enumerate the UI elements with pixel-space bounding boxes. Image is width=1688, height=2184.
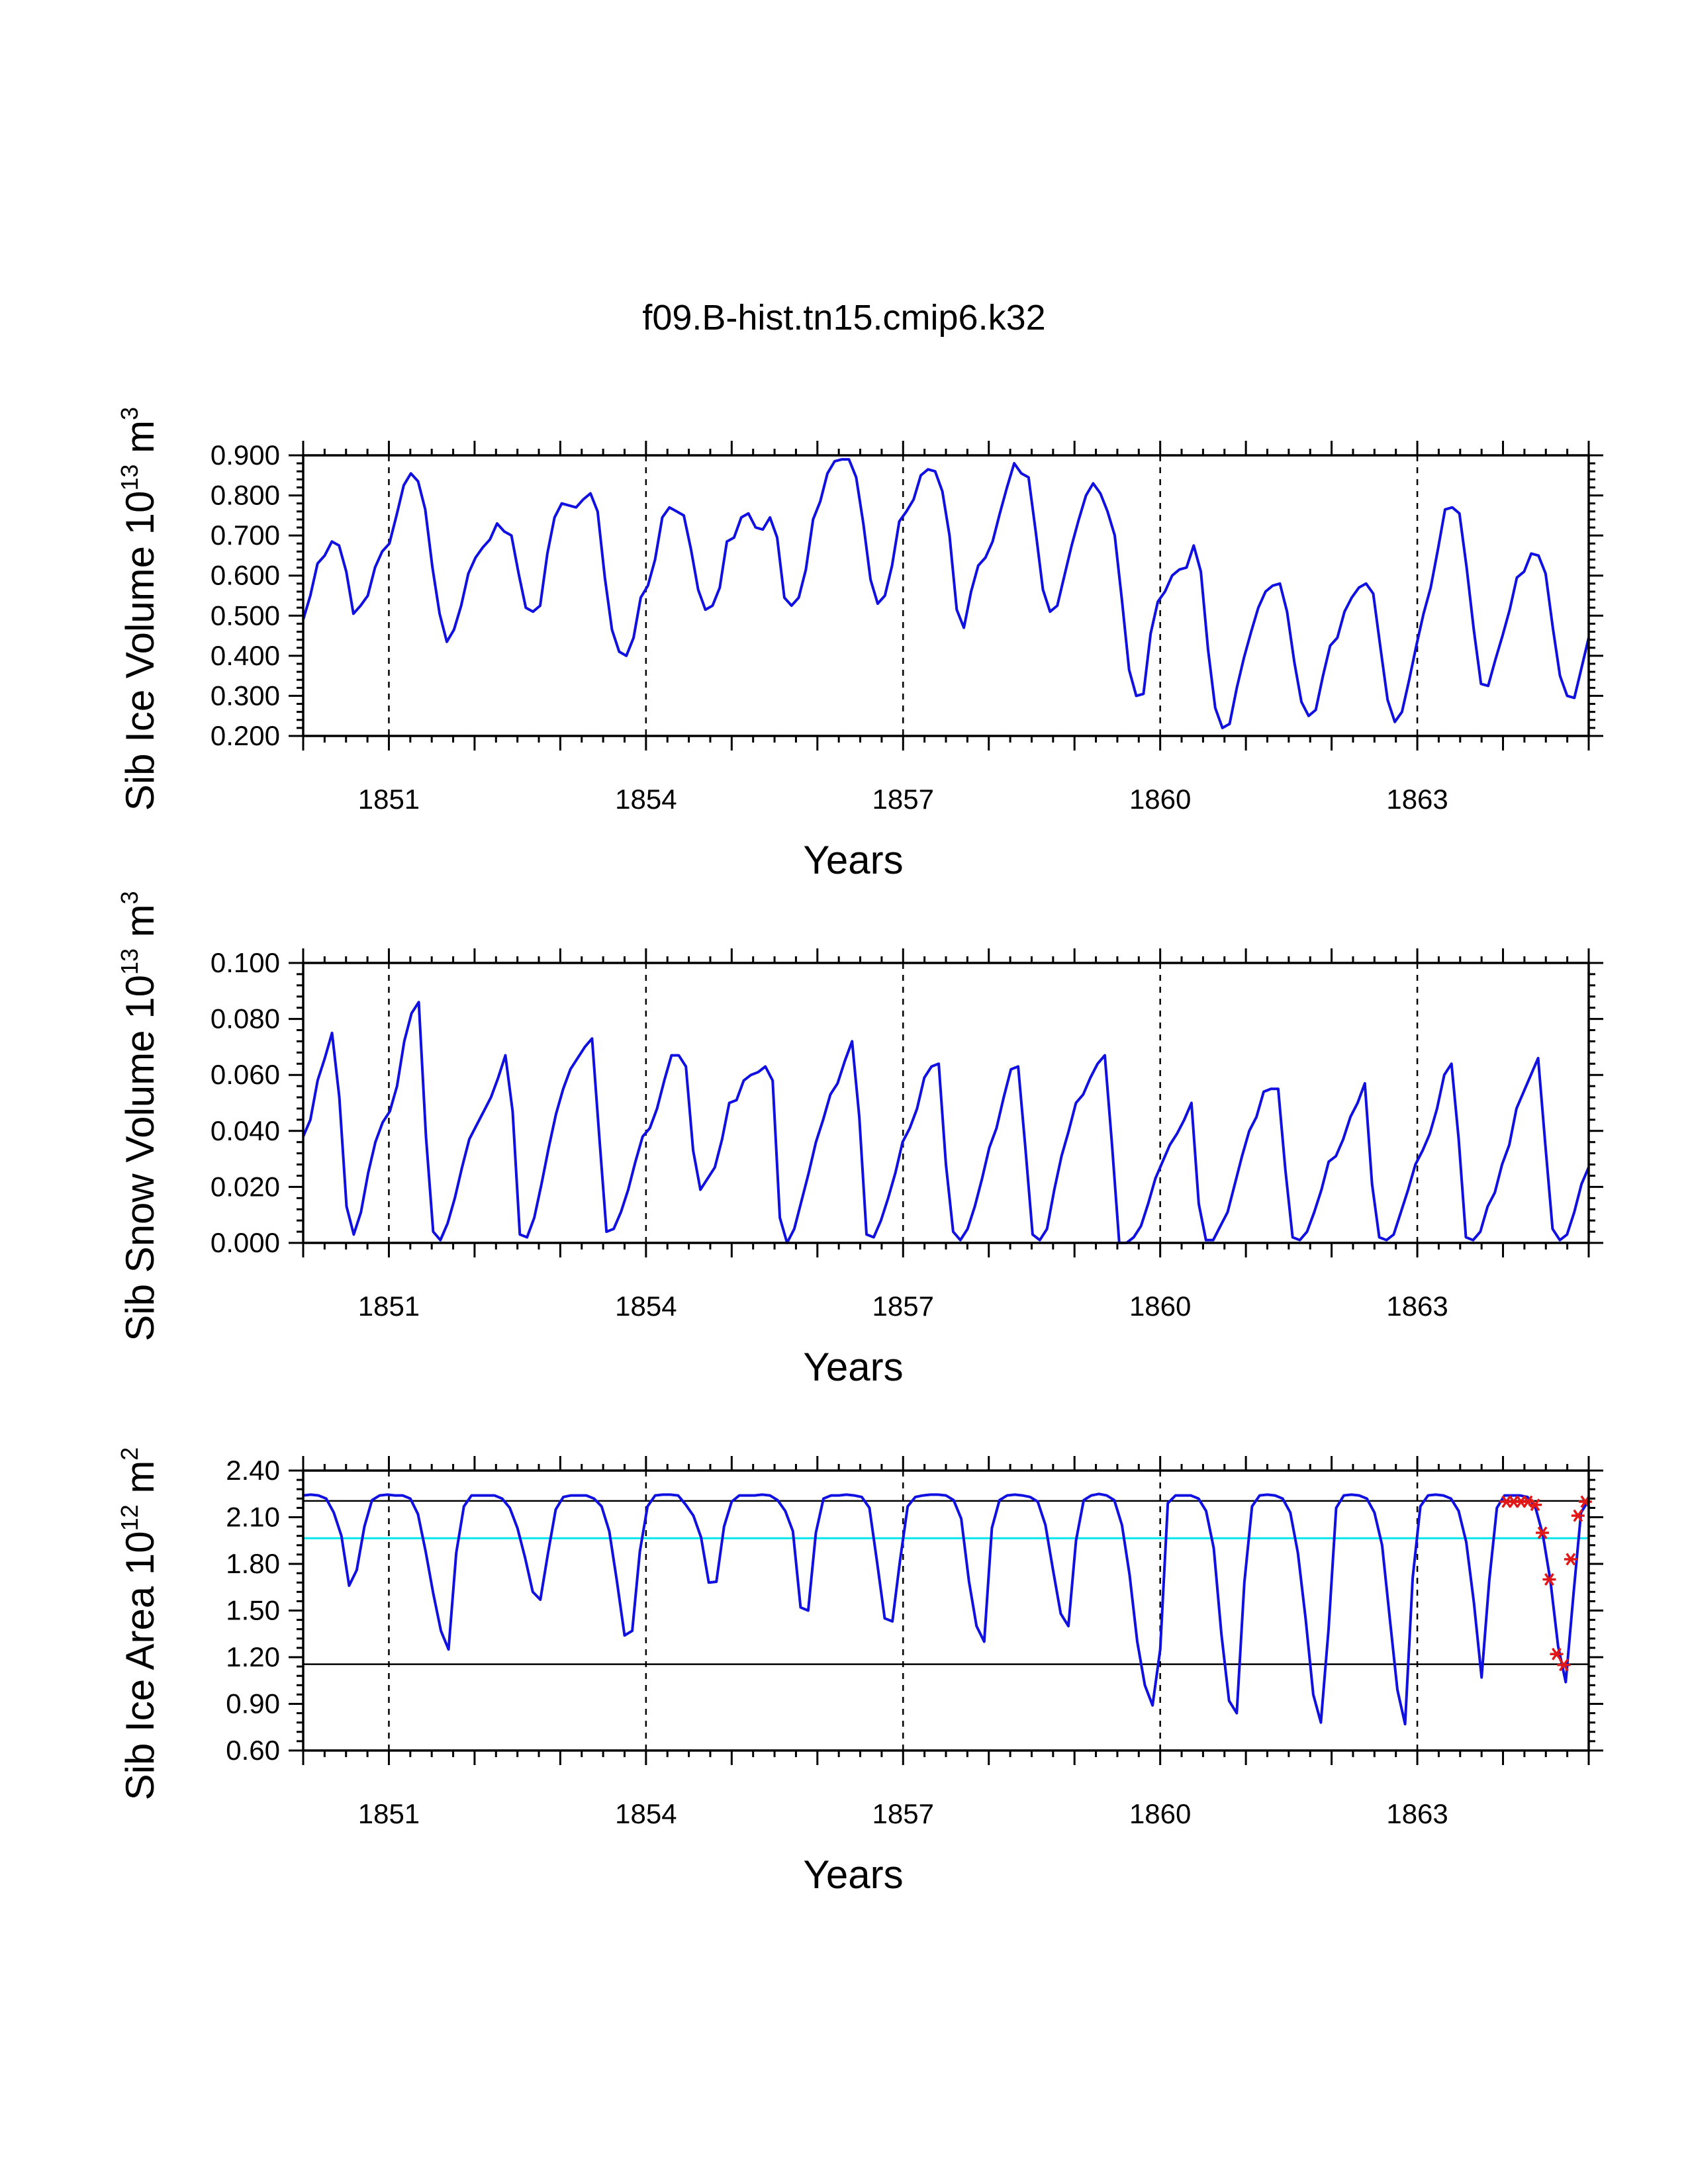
y-tick-label: 0.040	[211, 1115, 280, 1146]
y-tick-label: 0.60	[226, 1735, 280, 1766]
y-axis-title-yunit_exp: 12	[116, 1504, 143, 1531]
y-tick-label: 0.900	[211, 439, 280, 471]
y-tick-label: 0.500	[211, 600, 280, 631]
y-axis-title-yunit_m: m	[118, 1461, 162, 1505]
y-axis-title-yunit_base: 10	[118, 975, 162, 1019]
x-axis-title: Years	[803, 838, 903, 882]
ice-area-panel: 1851 1854 1857 1860 1863 0.60 0.90 1.20 1.50 1.80…	[116, 1447, 1603, 1897]
y-tick-label: 0.90	[226, 1688, 280, 1719]
x-tick-label: 1851	[358, 1291, 420, 1322]
observation-marker	[1528, 1498, 1542, 1512]
y-tick-label: 2.40	[226, 1455, 280, 1486]
x-tick-label: 1860	[1129, 1798, 1191, 1829]
observation-marker	[1536, 1526, 1550, 1539]
ice-volume-panel: 1851 1854 1857 1860 1863 0.200 0.300 0.400 0.500…	[116, 407, 1603, 882]
observation-marker	[1542, 1572, 1556, 1586]
x-tick-label: 1857	[872, 784, 934, 815]
y-tick-label: 1.50	[226, 1595, 280, 1626]
x-tick-label: 1857	[872, 1291, 934, 1322]
series-line	[302, 458, 1590, 729]
x-axis-title: Years	[803, 1852, 903, 1897]
y-tick-label: 0.700	[211, 520, 280, 551]
plot-frame	[302, 1469, 1590, 1752]
x-tick-label: 1863	[1386, 1798, 1448, 1829]
y-axis-title-yunit_m: m	[118, 904, 162, 948]
y-axis-title-yunit_base: 10	[118, 491, 162, 535]
y-tick-label: 0.800	[211, 480, 280, 511]
y-tick-label: 0.000	[211, 1227, 280, 1258]
plot-frame	[302, 454, 1590, 737]
x-tick-label: 1851	[358, 784, 420, 815]
y-tick-label: 0.020	[211, 1171, 280, 1202]
y-axis-title-ylabel: Sib Snow Volume	[118, 1019, 162, 1342]
y-tick-label: 0.200	[211, 720, 280, 751]
y-axis-title-yunit_mexp: 3	[116, 891, 143, 904]
x-tick-label: 1863	[1386, 1291, 1448, 1322]
x-tick-label: 1854	[615, 784, 677, 815]
x-tick-label: 1860	[1129, 784, 1191, 815]
y-tick-label: 2.10	[226, 1502, 280, 1533]
y-axis-title-ylabel: Sib Ice Volume	[118, 535, 162, 811]
y-axis-title-yunit_mexp: 3	[116, 407, 143, 420]
x-tick-label: 1851	[358, 1798, 420, 1829]
y-axis-title-yunit_m: m	[118, 420, 162, 465]
y-axis-title-yunit_base: 10	[118, 1531, 162, 1575]
y-tick-label: 0.600	[211, 560, 280, 591]
observation-marker	[1571, 1509, 1585, 1522]
y-tick-label: 1.80	[226, 1548, 280, 1579]
x-tick-label: 1857	[872, 1798, 934, 1829]
x-tick-label: 1863	[1386, 784, 1448, 815]
figure-title: f09.B-hist.tn15.cmip6.k32	[642, 298, 1045, 338]
x-axis-title: Years	[803, 1345, 903, 1389]
y-tick-label: 0.300	[211, 680, 280, 711]
y-axis-title: Sib Snow Volume 1013 m3	[116, 891, 162, 1341]
observation-marker	[1557, 1659, 1571, 1672]
x-tick-label: 1854	[615, 1798, 677, 1829]
y-axis-title: Sib Ice Volume 1013 m3	[116, 407, 162, 811]
snow-volume-panel: 1851 1854 1857 1860 1863 0.000 0.020 0.040 0.060…	[116, 891, 1603, 1389]
x-tick-label: 1860	[1129, 1291, 1191, 1322]
y-axis-title-yunit_mexp: 2	[116, 1447, 143, 1461]
y-axis-title-ylabel: Sib Ice Area	[118, 1575, 162, 1800]
y-axis-title-yunit_exp: 13	[116, 464, 143, 490]
y-tick-label: 0.400	[211, 640, 280, 671]
observation-marker	[1564, 1553, 1577, 1566]
y-tick-label: 0.100	[211, 947, 280, 978]
plot-frame	[302, 962, 1590, 1244]
y-tick-label: 0.060	[211, 1059, 280, 1090]
y-axis-title-yunit_exp: 13	[116, 948, 143, 975]
y-tick-label: 0.080	[211, 1003, 280, 1034]
y-axis-title: Sib Ice Area 1012 m2	[116, 1447, 162, 1801]
series-line	[302, 1001, 1590, 1244]
observation-marker	[1550, 1647, 1564, 1661]
series-line	[303, 1492, 1590, 1726]
y-tick-label: 1.20	[226, 1641, 280, 1672]
x-tick-label: 1854	[615, 1291, 677, 1322]
